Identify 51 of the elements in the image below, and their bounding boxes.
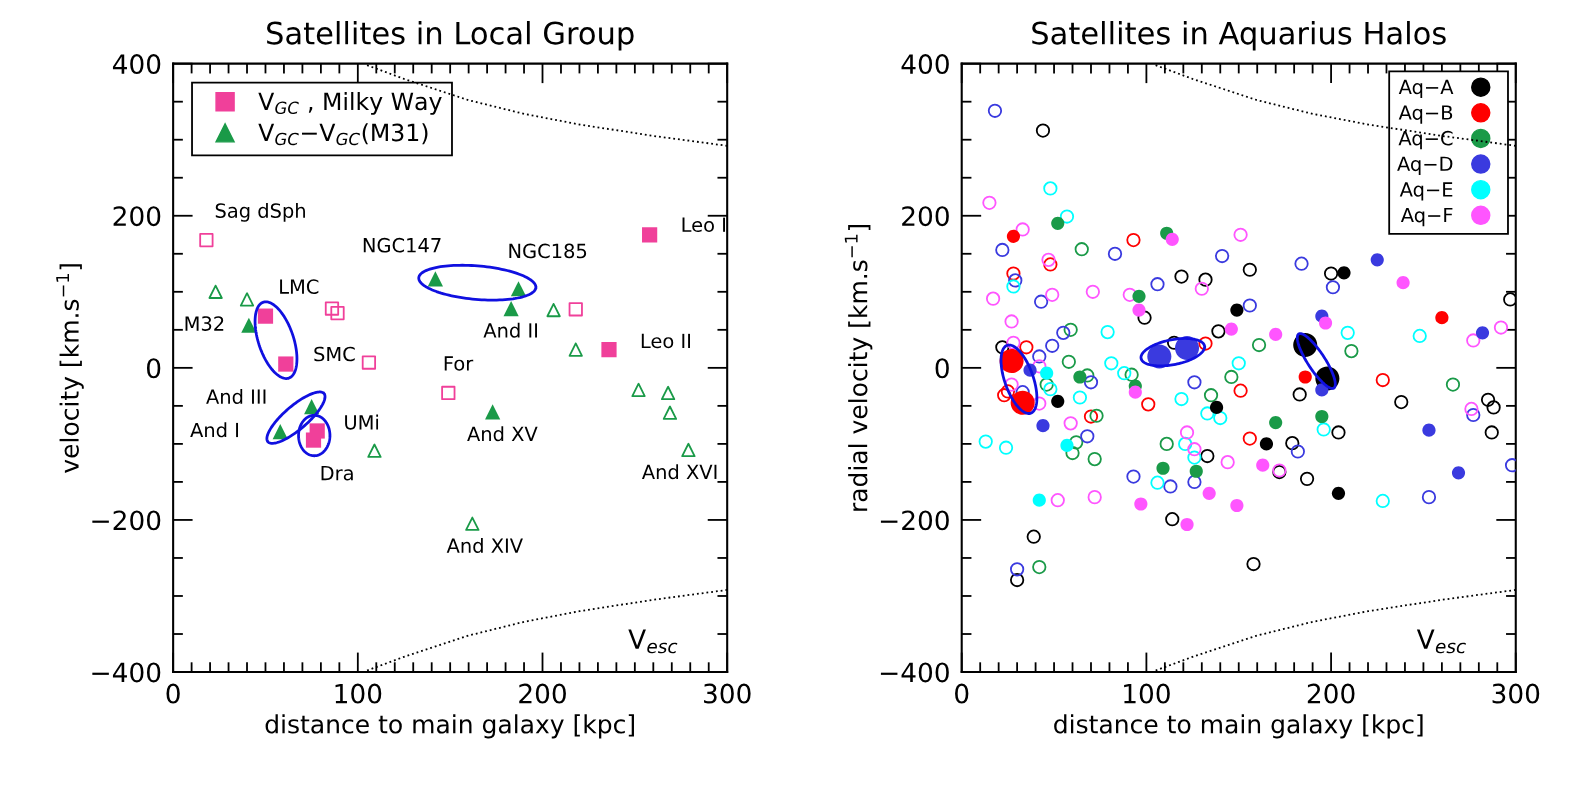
x-axis-title: distance to main galaxy [kpc]: [1054, 714, 1423, 739]
y-tick-label: 200: [902, 206, 949, 227]
annotation: And III: [206, 388, 266, 404]
x-tick-label: 200: [519, 683, 566, 704]
y-tick-label: −400: [92, 662, 161, 683]
y-tick-label: −400: [880, 662, 949, 683]
legend-label: Aq−A: [1398, 79, 1454, 99]
y-tick-label: −200: [880, 510, 949, 531]
annotation: And XVI: [641, 464, 717, 480]
annotation: V$_{esc}$: [628, 629, 678, 654]
annotation: Sag dSph: [215, 202, 305, 222]
legend-label: Aq−F: [1400, 207, 1453, 227]
annotation: And XV: [467, 426, 538, 442]
legend-label: Aq−E: [1399, 182, 1453, 201]
annotation: NGC147: [363, 237, 441, 253]
y-tick-label: 0: [935, 358, 949, 379]
annotation: V$_{esc}$: [1416, 629, 1466, 654]
annotation: SMC: [314, 346, 355, 362]
y-tick-label: −200: [92, 510, 161, 531]
legend-label: V$_{GC}$−V$_{GC}$(M31): [258, 123, 428, 146]
legend-label: Aq−D: [1397, 156, 1453, 175]
annotation: And I: [190, 422, 239, 438]
y-tick-label: 400: [901, 54, 949, 75]
y-tick-label: 0: [146, 358, 161, 379]
x-tick-label: 200: [1307, 683, 1355, 704]
annotation: NGC185: [509, 243, 587, 259]
x-tick-label: 100: [335, 683, 382, 704]
legend-label: V$_{GC}$ , Milky Way: [258, 92, 442, 115]
y-tick-label: 400: [112, 54, 161, 75]
x-axis-title: distance to main galaxy [kpc]: [265, 714, 634, 739]
annotation: LMC: [280, 279, 319, 294]
x-tick-label: 0: [955, 683, 969, 704]
x-tick-label: 100: [1124, 683, 1170, 704]
y-tick-label: 200: [113, 206, 161, 227]
y-axis-title: velocity [km.s$^{−1}$]: [56, 264, 84, 473]
annotation: UMi: [345, 414, 379, 430]
annotation: Leo I: [682, 217, 726, 233]
annotation: Leo II: [641, 333, 691, 349]
annotation: And XIV: [446, 537, 523, 553]
x-tick-label: 300: [704, 683, 751, 704]
annotation: Dra: [321, 466, 353, 481]
chart-title: Satellites in Aquarius Halos: [1032, 21, 1446, 51]
legend-label: Aq−B: [1398, 105, 1453, 124]
annotation: And II: [483, 322, 538, 338]
y-axis-title: radial velocity [km.s$^{−1}$]: [844, 224, 873, 511]
x-tick-label: 300: [1492, 683, 1540, 704]
x-tick-label: 0: [166, 683, 180, 704]
annotation: M32: [185, 316, 224, 331]
annotation: For: [444, 356, 474, 371]
legend-label: Aq−C: [1398, 130, 1453, 150]
chart-title: Satellites in Local Group: [267, 21, 634, 51]
